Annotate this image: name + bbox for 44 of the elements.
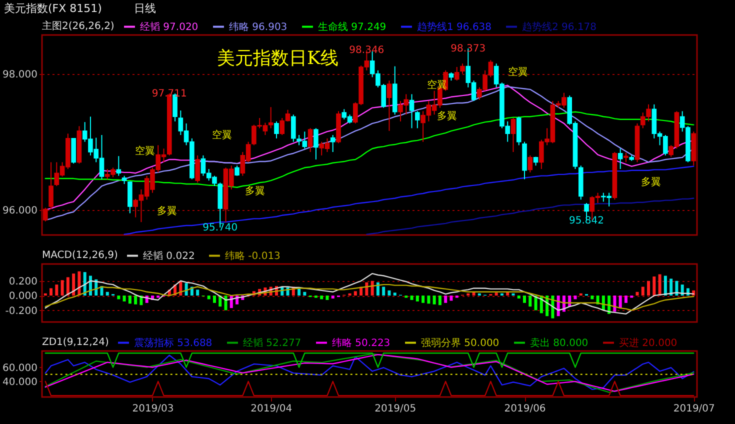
x-tick-label: 2019/07 [673,404,715,414]
x-tick-label: 2019/03 [132,404,174,414]
y-tick-label: 60.000 [2,362,38,374]
text: 美元指数(FX 8151) [4,2,102,15]
legend-title: MACD(12,26,9) [42,250,118,261]
legend-label: 纬略 -0.013 [225,250,280,262]
legend-label: 震荡指标 53.688 [134,336,212,349]
legend-label: 经韬 52.277 [243,336,302,349]
annotation: 空翼 [212,129,232,141]
legend-label: 经韬 0.022 [143,250,195,262]
y-tick-label: -0.200 [5,306,38,317]
annotation: 95.842 [569,216,604,227]
legend-label: 卖出 80.000 [530,336,588,349]
legend-label: 趋势线1 96.638 [417,20,492,33]
text: 日线 [134,2,156,15]
y-tick-label: 0.200 [8,276,38,288]
legend-title: 主图2(26,26,2) [42,20,114,32]
annotation: 多翼 [157,205,177,217]
legend-label: 生命线 97.249 [318,20,386,33]
legend-label: 纬略 50.223 [332,336,390,349]
x-tick-label: 2019/05 [374,404,416,414]
annotation: 空翼 [135,145,155,157]
text: 美元指数日K线 [217,48,338,69]
annotation: 多翼 [437,110,457,122]
y-tick-label: 98.000 [2,69,38,80]
legend-label: 趋势线2 96.178 [522,20,597,33]
y-tick-label: 0.000 [8,291,38,302]
legend-title: ZD1(9,12,24) [42,337,109,348]
legend-label: 强弱分界 50.000 [421,336,500,349]
legend-label: 纬略 96.903 [229,20,288,33]
annotation: 98.346 [349,45,384,56]
y-tick-label: 96.000 [2,205,38,216]
annotation: 97.711 [152,88,187,100]
annotation: 95.740 [202,222,238,234]
annotation: 空翼 [427,79,447,91]
annotation: 多翼 [245,185,265,197]
annotation: 空翼 [508,66,528,78]
annotation: 多翼 [641,176,661,188]
annotation: 98.373 [450,43,486,54]
y-tick-label: 40.000 [2,376,38,388]
x-tick-label: 2019/04 [250,404,292,414]
x-tick-label: 2019/06 [504,404,546,414]
legend-label: 经韬 97.020 [140,20,198,33]
legend-label: 买进 20.000 [619,336,678,349]
